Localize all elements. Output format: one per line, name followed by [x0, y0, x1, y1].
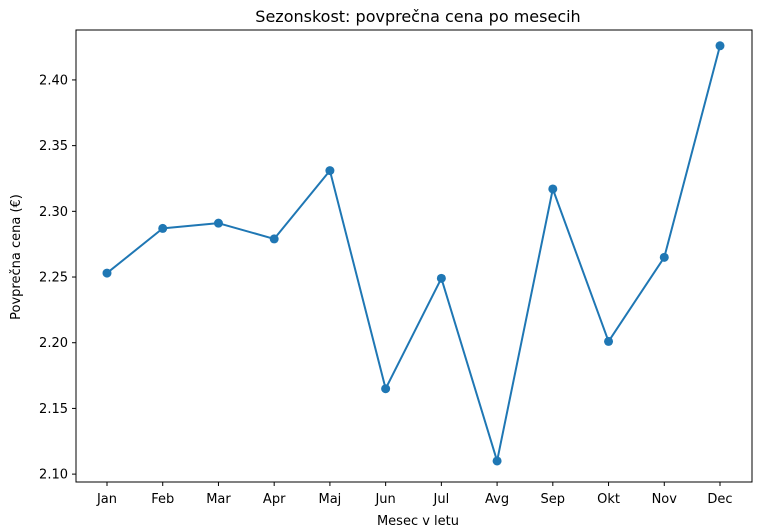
series-line [106, 45, 721, 462]
data-point-okt [604, 336, 614, 346]
x-tick-label: Jul [433, 492, 450, 507]
x-axis-label: Mesec v letu [377, 514, 459, 529]
data-point-dec [715, 41, 725, 51]
y-tick-label: 2.20 [39, 336, 68, 351]
x-tick-label: Dec [707, 492, 732, 507]
data-point-maj [325, 166, 335, 176]
data-point-mar [213, 218, 223, 228]
plot-frame [75, 29, 753, 483]
data-point-jun [381, 384, 391, 394]
y-tick-label: 2.30 [39, 205, 68, 220]
series-layer [102, 41, 725, 466]
chart-title: Sezonskost: povprečna cena po mesecih [255, 7, 580, 26]
data-point-feb [158, 223, 168, 233]
x-tick-label: Sep [541, 492, 566, 507]
x-tick-label: Apr [263, 492, 286, 507]
x-tick-label: Mar [206, 492, 231, 507]
data-point-jul [436, 273, 446, 283]
data-point-nov [659, 252, 669, 262]
x-tick-label: Maj [319, 492, 342, 507]
y-tick-label: 2.15 [39, 402, 68, 417]
x-tick-label: Feb [151, 492, 174, 507]
data-point-avg [492, 456, 502, 466]
y-tick-label: 2.35 [39, 139, 68, 154]
data-point-sep [548, 184, 558, 194]
x-tick-label: Avg [485, 492, 509, 507]
x-tick-label: Nov [652, 492, 678, 507]
data-point-jan [102, 268, 112, 278]
y-axis: 2.10 2.15 2.20 2.25 2.30 2.35 2.40 [39, 73, 76, 483]
x-tick-label: Jun [374, 492, 395, 507]
y-tick-label: 2.25 [39, 271, 68, 286]
plot-area [75, 29, 753, 483]
data-point-apr [269, 234, 279, 244]
x-tick-label: Okt [597, 492, 620, 507]
x-axis: Jan Feb Mar Apr Maj Jun Jul Avg Sep Okt Nov Dec [96, 482, 733, 507]
y-tick-label: 2.10 [39, 468, 68, 483]
y-tick-label: 2.40 [39, 73, 68, 88]
x-tick-label: Jan [96, 492, 117, 507]
y-axis-label: Povprečna cena (€) [9, 194, 24, 320]
